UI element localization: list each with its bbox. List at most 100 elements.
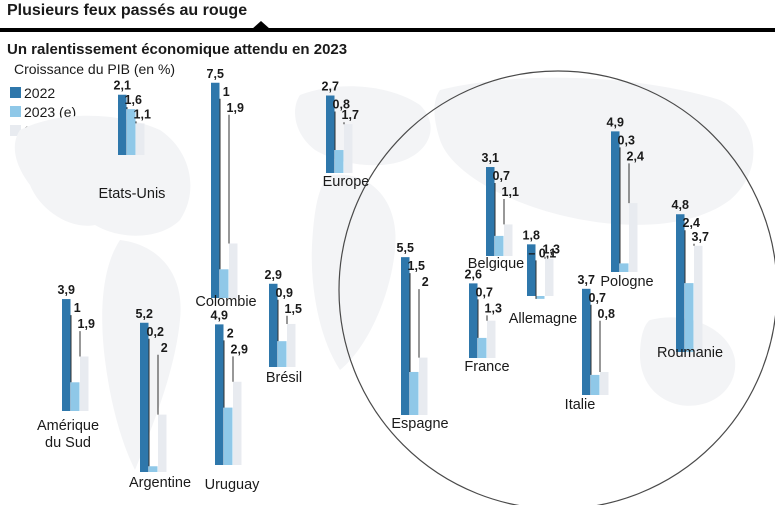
bar-france-2022 bbox=[469, 283, 478, 358]
bar-belgique-2024 bbox=[504, 224, 513, 256]
region-label-colombie: Colombie bbox=[195, 294, 256, 310]
bar-europe-2024 bbox=[344, 124, 353, 173]
region-label-europe: Europe bbox=[323, 174, 370, 190]
title-rule-notch bbox=[252, 21, 270, 29]
europe-highlight-circle bbox=[338, 70, 775, 505]
value-label-bresil-1: 0,9 bbox=[276, 286, 293, 300]
value-label-colombie-1: 1 bbox=[223, 85, 230, 99]
region-label-amerique-du-sud-line2: du Sud bbox=[45, 435, 91, 451]
bar-italie-2023 bbox=[591, 374, 600, 395]
legend-item-2023: 2023 (e) bbox=[10, 102, 76, 121]
bar-group-europe: 2,7 0,81,7 Europe bbox=[322, 80, 370, 190]
value-label-amerique-du-sud-0: 3,9 bbox=[58, 283, 75, 297]
value-label-etats-unis-0: 2,1 bbox=[114, 79, 131, 93]
bar-pologne-2022 bbox=[611, 131, 620, 272]
bar-allemagne-2022 bbox=[527, 244, 536, 296]
value-label-bresil-0: 2,9 bbox=[265, 268, 282, 282]
bar-italie-2024 bbox=[600, 372, 609, 395]
value-label-etats-unis-2: 1,1 bbox=[134, 107, 151, 121]
title-rule bbox=[0, 28, 775, 32]
bar-amerique-du-sud-2023 bbox=[71, 382, 80, 411]
region-label-espagne: Espagne bbox=[391, 416, 448, 432]
chart-unit-label: Croissance du PIB (en %) bbox=[14, 61, 176, 77]
value-label-allemagne-1: – 0,1 bbox=[528, 246, 556, 260]
bar-espagne-2022 bbox=[401, 257, 410, 415]
bar-bresil-2022 bbox=[269, 283, 278, 367]
region-label-uruguay: Uruguay bbox=[205, 477, 261, 493]
value-label-espagne-2: 2 bbox=[422, 275, 429, 289]
bar-group-france: 2,6 0,7 1,3 France bbox=[464, 267, 509, 375]
bar-belgique-2022 bbox=[486, 167, 495, 256]
value-label-uruguay-1: 2 bbox=[227, 326, 234, 340]
bar-amerique-du-sud-2022 bbox=[62, 299, 71, 411]
bar-roumanie-2023 bbox=[685, 283, 694, 352]
value-label-roumanie-2: 3,7 bbox=[692, 230, 709, 244]
bar-group-uruguay: 4,9 2 2,9 Uruguay bbox=[205, 308, 261, 493]
region-label-roumanie: Roumanie bbox=[657, 345, 723, 361]
bar-uruguay-2024 bbox=[233, 381, 242, 465]
bar-group-argentine: 5,2 0,2 2 Argentine bbox=[129, 307, 191, 491]
value-label-allemagne-2: 1,3 bbox=[543, 243, 560, 257]
bar-argentine-2022 bbox=[140, 322, 149, 472]
bar-group-bresil: 2,9 0,9 1,5 Brésil bbox=[265, 268, 303, 386]
region-label-pologne: Pologne bbox=[600, 274, 653, 290]
value-label-roumanie-0: 4,8 bbox=[672, 198, 689, 212]
value-label-roumanie-1: 2,4 bbox=[683, 216, 700, 230]
bar-pologne-2024 bbox=[629, 203, 638, 272]
value-label-espagne-0: 5,5 bbox=[397, 241, 414, 255]
value-label-italie-0: 3,7 bbox=[578, 273, 595, 287]
value-label-belgique-0: 3,1 bbox=[482, 151, 499, 165]
bar-uruguay-2022 bbox=[215, 324, 224, 465]
value-label-allemagne-0: 1,8 bbox=[523, 228, 540, 242]
legend-label-2022: 2022 bbox=[24, 84, 56, 101]
region-label-argentine: Argentine bbox=[129, 475, 191, 491]
value-label-pologne-2: 2,4 bbox=[627, 149, 644, 163]
value-label-bresil-2: 1,5 bbox=[285, 302, 302, 316]
bar-group-allemagne: 1,8 – 0,11,3 Allemagne bbox=[509, 228, 578, 327]
value-label-argentine-1: 0,2 bbox=[147, 325, 164, 339]
bar-espagne-2024 bbox=[419, 357, 428, 415]
bar-bresil-2024 bbox=[287, 323, 296, 367]
value-label-argentine-0: 5,2 bbox=[136, 307, 153, 321]
page-title: Plusieurs feux passés au rouge bbox=[7, 2, 248, 19]
region-label-etats-unis: Etats-Unis bbox=[99, 186, 166, 202]
chart-subtitle: Un ralentissement économique attendu en … bbox=[7, 41, 348, 58]
region-label-belgique: Belgique bbox=[468, 256, 524, 272]
region-label-france: France bbox=[464, 359, 509, 375]
bar-argentine-2023 bbox=[149, 466, 158, 472]
bar-allemagne-2024 bbox=[545, 258, 554, 296]
legend-swatch-2023 bbox=[10, 106, 21, 117]
header: Plusieurs feux passés au rouge bbox=[0, 0, 775, 40]
bar-bresil-2023 bbox=[278, 341, 287, 367]
value-label-europe-1: 0,8 bbox=[333, 98, 350, 112]
bar-colombie-2023 bbox=[220, 269, 229, 298]
legend-swatch-2022 bbox=[10, 87, 21, 98]
legend-swatch-2024 bbox=[10, 125, 21, 136]
bar-espagne-2023 bbox=[410, 371, 419, 415]
bar-group-etats-unis: 2,11,61,1 Etats-Unis bbox=[99, 79, 166, 202]
value-label-colombie-0: 7,5 bbox=[207, 67, 224, 81]
value-label-uruguay-0: 4,9 bbox=[211, 308, 228, 322]
value-label-france-0: 2,6 bbox=[465, 267, 482, 281]
region-label-amerique-du-sud: Amérique bbox=[37, 418, 99, 434]
bar-roumanie-2024 bbox=[694, 245, 703, 352]
bar-amerique-du-sud-2024 bbox=[80, 356, 89, 411]
bar-belgique-2023 bbox=[495, 235, 504, 256]
bar-group-colombie: 7,5 1 1,9 Colombie bbox=[195, 67, 256, 310]
bar-roumanie-2022 bbox=[676, 214, 685, 352]
value-label-belgique-2: 1,1 bbox=[502, 185, 519, 199]
value-label-colombie-2: 1,9 bbox=[227, 101, 244, 115]
bar-group-belgique: 3,1 0,7 1,1 Belgique bbox=[468, 151, 524, 272]
bar-italie-2022 bbox=[582, 288, 591, 395]
bar-group-italie: 3,7 0,7 0,8 Italie bbox=[565, 273, 615, 413]
value-label-italie-2: 0,8 bbox=[598, 307, 615, 321]
region-label-bresil: Brésil bbox=[266, 370, 302, 386]
value-label-amerique-du-sud-1: 1 bbox=[74, 301, 81, 315]
region-label-italie: Italie bbox=[565, 397, 596, 413]
bar-etats-unis-2023 bbox=[127, 109, 136, 155]
value-label-espagne-1: 1,5 bbox=[408, 259, 425, 273]
value-label-amerique-du-sud-2: 1,9 bbox=[78, 317, 95, 331]
bar-etats-unis-2022 bbox=[118, 94, 127, 155]
